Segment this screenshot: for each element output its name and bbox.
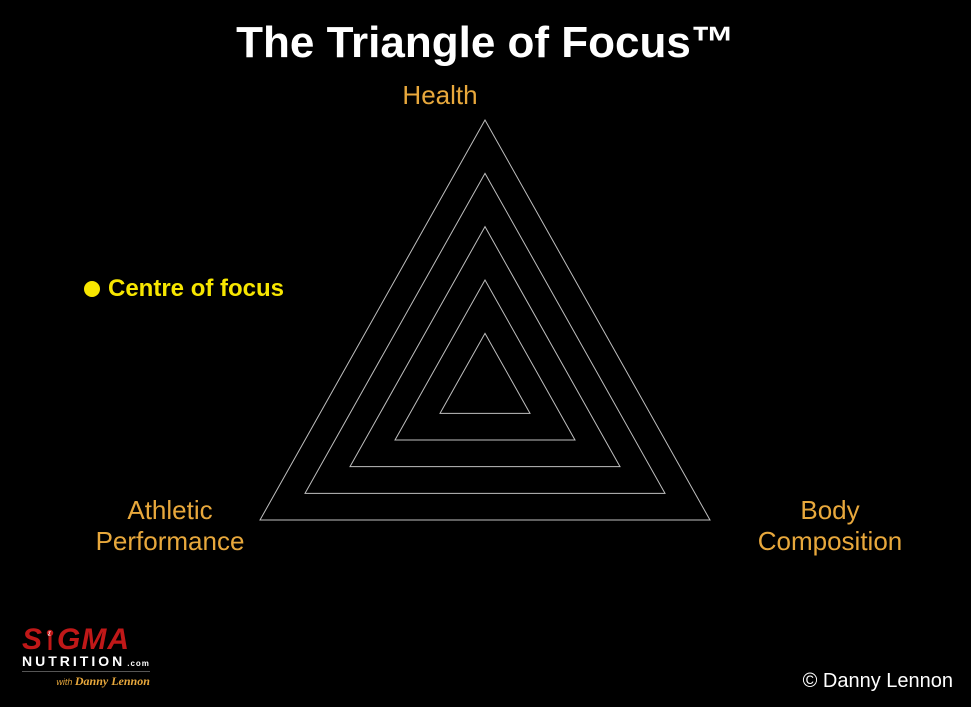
brand-logo: SΣGMA NUTRITION .com with Danny Lennon	[22, 626, 150, 689]
legend-dot-icon	[84, 281, 100, 297]
logo-line1: SΣGMA	[22, 626, 150, 653]
legend: Centre of focus	[84, 275, 284, 303]
vertex-label-bottom-left: AthleticPerformance	[50, 495, 290, 557]
logo-with-name: Danny Lennon	[75, 674, 150, 688]
logo-line3: with Danny Lennon	[22, 671, 150, 689]
logo-rest: GMA	[57, 623, 130, 656]
logo-line2: NUTRITION .com	[22, 653, 150, 669]
vertex-label-bottom-right: BodyComposition	[710, 495, 950, 557]
copyright-text: © Danny Lennon	[803, 670, 953, 693]
logo-com: .com	[127, 659, 150, 668]
legend-text: Centre of focus	[108, 275, 284, 303]
sigma-icon: Σ	[43, 623, 57, 656]
logo-s: S	[22, 623, 43, 656]
vertex-label-top: Health	[320, 80, 560, 111]
logo-with-prefix: with	[56, 677, 75, 687]
logo-nutrition: NUTRITION	[22, 653, 125, 669]
